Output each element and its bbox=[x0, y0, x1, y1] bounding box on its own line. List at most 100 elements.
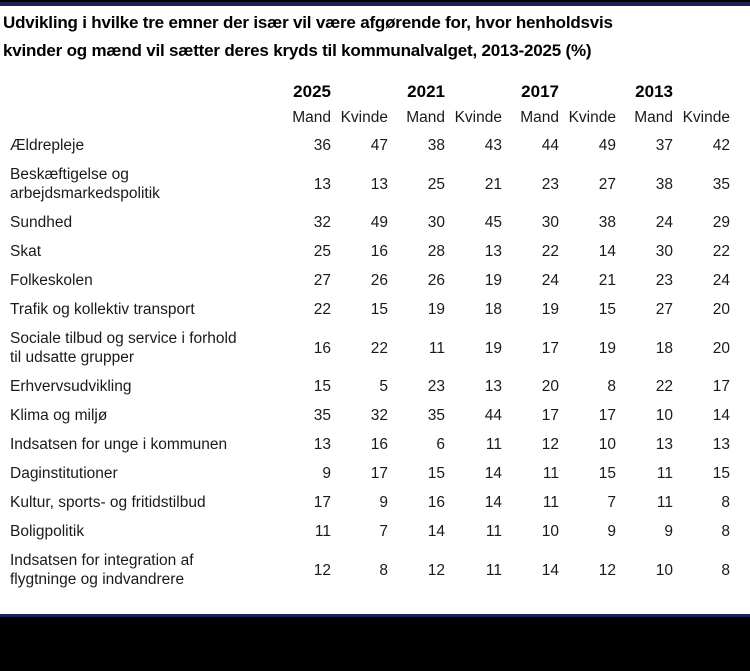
value-cell: 10 bbox=[655, 407, 673, 424]
value-cell: 11 bbox=[485, 523, 502, 540]
value-cell: 13 bbox=[712, 436, 730, 453]
gender-header-kvinde: Kvinde bbox=[682, 109, 730, 126]
topic-label: Indsatsen for integration af flygtninge … bbox=[10, 552, 194, 588]
value-cell: 5 bbox=[379, 378, 388, 395]
slide-title: Udvikling i hvilke tre emner der især vi… bbox=[3, 13, 613, 60]
value-cell: 23 bbox=[541, 175, 559, 193]
year-header-2021: 2021 bbox=[407, 82, 445, 101]
value-cell: 26 bbox=[370, 272, 388, 289]
value-cell: 13 bbox=[313, 175, 331, 193]
value-cell: 19 bbox=[484, 272, 502, 289]
value-cell: 17 bbox=[541, 407, 559, 424]
value-cell: 11 bbox=[314, 523, 331, 540]
value-cell: 9 bbox=[607, 523, 616, 540]
value-cell: 7 bbox=[607, 494, 616, 511]
value-cell: 12 bbox=[598, 561, 616, 579]
value-cell: 45 bbox=[484, 214, 502, 231]
value-cell: 38 bbox=[427, 137, 445, 154]
value-cell: 19 bbox=[541, 301, 559, 318]
value-cell: 17 bbox=[712, 378, 730, 395]
value-cell: 15 bbox=[427, 465, 445, 482]
value-cell: 13 bbox=[484, 243, 502, 260]
table-row: Indsatsen for integration af flygtninge … bbox=[6, 546, 734, 594]
value-cell: 43 bbox=[484, 137, 502, 154]
value-cell: 14 bbox=[427, 523, 445, 540]
value-cell: 11 bbox=[485, 436, 502, 453]
value-cell: 16 bbox=[313, 339, 331, 357]
value-cell: 14 bbox=[484, 494, 502, 511]
value-cell: 11 bbox=[428, 339, 445, 357]
value-cell: 30 bbox=[655, 243, 673, 260]
table-row: Kultur, sports- og fritidstilbud 17 9 16 14 1… bbox=[6, 488, 734, 517]
value-cell: 20 bbox=[712, 339, 730, 357]
value-cell: 44 bbox=[541, 137, 559, 154]
value-cell: 8 bbox=[607, 378, 616, 395]
value-cell: 25 bbox=[427, 175, 445, 193]
value-cell: 49 bbox=[370, 214, 388, 231]
value-cell: 12 bbox=[427, 561, 445, 579]
value-cell: 23 bbox=[427, 378, 445, 395]
value-cell: 24 bbox=[712, 272, 730, 289]
value-cell: 36 bbox=[313, 137, 331, 154]
value-cell: 11 bbox=[485, 561, 502, 579]
value-cell: 38 bbox=[655, 175, 673, 193]
value-cell: 26 bbox=[427, 272, 445, 289]
value-cell: 35 bbox=[712, 175, 730, 193]
table-row: Skat 25 16 28 13 22 14 30 22 bbox=[6, 237, 734, 266]
value-cell: 9 bbox=[322, 465, 331, 482]
table-row: Sundhed 32 49 30 45 30 38 24 29 bbox=[6, 208, 734, 237]
bottom-border-line bbox=[0, 614, 750, 617]
value-cell: 10 bbox=[541, 523, 559, 540]
value-cell: 17 bbox=[541, 339, 559, 357]
value-cell: 21 bbox=[484, 175, 502, 193]
value-cell: 10 bbox=[655, 561, 673, 579]
top-border-line bbox=[0, 2, 750, 6]
value-cell: 15 bbox=[712, 465, 730, 482]
value-cell: 20 bbox=[712, 301, 730, 318]
topic-label: Sundhed bbox=[10, 214, 73, 231]
value-cell: 29 bbox=[712, 214, 730, 231]
value-cell: 13 bbox=[655, 436, 673, 453]
value-cell: 15 bbox=[598, 465, 616, 482]
value-cell: 7 bbox=[379, 523, 388, 540]
value-cell: 28 bbox=[427, 243, 445, 260]
value-cell: 27 bbox=[598, 175, 616, 193]
value-cell: 9 bbox=[664, 523, 673, 540]
value-cell: 12 bbox=[313, 561, 331, 579]
value-cell: 15 bbox=[313, 378, 331, 395]
value-cell: 13 bbox=[370, 175, 388, 193]
value-cell: 20 bbox=[541, 378, 559, 395]
value-cell: 22 bbox=[712, 243, 730, 260]
table-row: Klima og miljø 35 32 35 44 17 17 10 14 bbox=[6, 401, 734, 430]
table-row: Ældrepleje 36 47 38 43 44 49 37 42 bbox=[6, 131, 734, 160]
year-header-gap bbox=[335, 80, 392, 104]
value-cell: 16 bbox=[370, 243, 388, 260]
value-cell: 35 bbox=[427, 407, 445, 424]
year-header-2013: 2013 bbox=[635, 82, 673, 101]
value-cell: 47 bbox=[370, 137, 388, 154]
value-cell: 25 bbox=[313, 243, 331, 260]
value-cell: 15 bbox=[370, 301, 388, 318]
value-cell: 11 bbox=[542, 465, 559, 482]
value-cell: 15 bbox=[598, 301, 616, 318]
topic-label: Folkeskolen bbox=[10, 272, 93, 289]
gender-header-kvinde: Kvinde bbox=[568, 109, 616, 126]
gender-header-row: Mand Kvinde Mand Kvinde Mand Kvinde Mand… bbox=[6, 104, 734, 131]
table-row: Boligpolitik 11 7 14 11 10 9 9 8 bbox=[6, 517, 734, 546]
topic-label: Kultur, sports- og fritidstilbud bbox=[10, 494, 206, 511]
value-cell: 16 bbox=[370, 436, 388, 453]
value-cell: 11 bbox=[542, 494, 559, 511]
value-cell: 9 bbox=[379, 494, 388, 511]
value-cell: 11 bbox=[656, 494, 673, 511]
value-cell: 12 bbox=[541, 436, 559, 453]
value-cell: 17 bbox=[313, 494, 331, 511]
value-cell: 14 bbox=[712, 407, 730, 424]
value-cell: 22 bbox=[370, 339, 388, 357]
value-cell: 30 bbox=[541, 214, 559, 231]
gender-header-kvinde: Kvinde bbox=[454, 109, 502, 126]
value-cell: 6 bbox=[436, 436, 445, 453]
year-header-spacer bbox=[6, 80, 278, 104]
topics-table: 2025 2021 2017 2013 Mand Kvinde Mand Kvi… bbox=[6, 80, 734, 594]
gender-header-mand: Mand bbox=[634, 109, 673, 126]
value-cell: 11 bbox=[656, 465, 673, 482]
